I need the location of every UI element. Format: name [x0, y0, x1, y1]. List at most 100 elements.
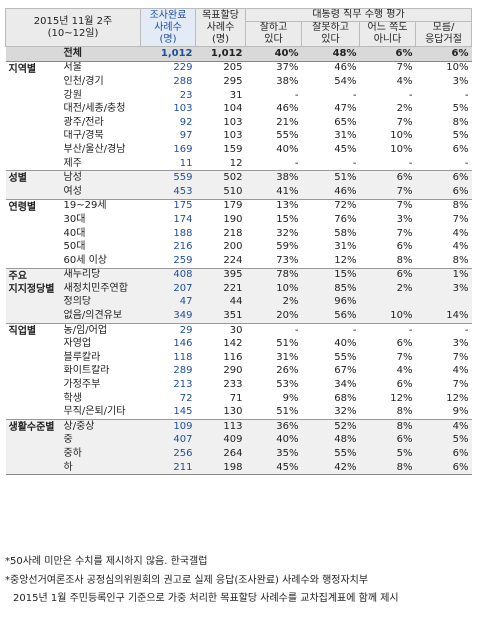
cell: 40%	[245, 46, 302, 62]
cell: 46%	[276, 103, 299, 115]
row-label: 50대	[63, 241, 86, 253]
cell: 218	[223, 227, 243, 239]
cell: 256	[140, 447, 196, 461]
data-row: 가정주부 213 233 53% 34% 6% 7%	[6, 378, 472, 392]
cell: 288	[173, 75, 193, 87]
data-row: 블루칼라 118 116 31% 55% 7% 7%	[6, 351, 472, 365]
text-line: 조사완료	[149, 9, 187, 21]
cell: 4%	[452, 365, 469, 377]
cell: 104	[223, 103, 243, 115]
cell: 7%	[359, 184, 416, 200]
text-line: (10~12일)	[47, 27, 99, 39]
text-line: 목표할당	[202, 9, 239, 21]
text-line: 응답거절	[425, 34, 462, 45]
cell: 1,012	[140, 46, 196, 62]
cell: -	[464, 157, 469, 169]
cell: 13%	[245, 198, 302, 214]
cell: 559	[140, 170, 196, 185]
cell: 213	[173, 379, 193, 391]
footnote: *중앙선거여론조사 공정심의위원회의 권고로 실제 응답(조사완료) 사례수와 …	[5, 574, 369, 586]
cell: 8%	[359, 419, 416, 434]
cell: 5%	[452, 130, 469, 142]
text-line: 어느 쪽도	[367, 22, 408, 34]
cell: 502	[195, 170, 246, 185]
text-line: 아니다	[373, 34, 402, 45]
text-line: 성별	[8, 173, 27, 185]
row-label: 새누리당	[60, 267, 141, 283]
crosstab: 2015년 11월 2주 (10~12일) 조사완료 사례수 (명) 목표할당 사례수 (명)…	[5, 8, 473, 475]
table-header: 2015년 11월 2주 (10~12일) 조사완료 사례수 (명) 목표할당 사례수 (명)…	[5, 8, 473, 47]
cell: 3%	[452, 75, 469, 87]
cell: 395	[195, 267, 246, 283]
cell: 290	[223, 365, 243, 377]
row-label: 대전/세종/충청	[63, 103, 126, 115]
data-row: 50대 216 200 59% 31% 6% 4%	[6, 240, 472, 254]
cell: 48%	[301, 46, 360, 62]
cell: 40%	[276, 143, 299, 155]
cell: 8%	[415, 198, 472, 214]
cell: 7%	[396, 116, 413, 128]
cell: 42%	[301, 460, 360, 475]
cell	[359, 295, 416, 310]
text-line: 연령별	[8, 201, 37, 213]
row-label: 19~29세	[60, 198, 141, 214]
data-row: 중하 256 264 35% 55% 5% 6%	[6, 447, 472, 461]
cell: 295	[223, 75, 243, 87]
cell: 45%	[245, 460, 302, 475]
cell: 31%	[276, 351, 299, 363]
cell: 54%	[334, 75, 357, 87]
cell: 10%	[390, 130, 413, 142]
cell: 207	[140, 282, 196, 296]
cell: 8%	[396, 406, 413, 418]
data-row: 부산/울산/경남 169 159 40% 45% 10% 6%	[6, 143, 472, 157]
cell: 14%	[415, 309, 472, 324]
data-row: 연령별 19~29세 175 179 13% 72% 7% 8%	[5, 198, 472, 268]
cell: 68%	[334, 392, 357, 404]
total-row: 전체 1,012 1,012 40% 48% 6% 6%	[5, 46, 472, 62]
cell: 7%	[452, 379, 469, 391]
cell: 174	[173, 213, 193, 225]
cell: 6%	[396, 338, 413, 350]
cell: 45%	[334, 143, 357, 155]
cell: 200	[223, 241, 243, 253]
cell: 53%	[276, 379, 299, 391]
cell: 7%	[452, 213, 469, 225]
cell: 2%	[396, 103, 413, 115]
data-row: 중 407 409 40% 48% 6% 5%	[6, 433, 472, 448]
row-label: 중	[60, 433, 141, 448]
text-line: 있다	[264, 34, 283, 45]
header-row: 잘하고 있다 잘못하고 있다 어느 쪽도 아니다 모름/응답거절	[6, 21, 473, 47]
cell: 8%	[452, 116, 469, 128]
cell: 6%	[359, 46, 416, 62]
cell: 31%	[334, 241, 357, 253]
cell: 36%	[245, 419, 302, 434]
data-row: 인천/경기 288 295 38% 54% 4% 3%	[6, 75, 472, 89]
cell: 23	[179, 89, 193, 101]
data-row: 생활수준별 상/중상 109 113 36% 52% 8% 4%	[5, 419, 472, 475]
cell: 5%	[415, 433, 472, 448]
cell: 55%	[301, 447, 360, 461]
footnote: 2015년 1월 주민등록인구 기준으로 가중 처리한 목표할당 사례수를 교차…	[13, 593, 399, 604]
cell: 46%	[301, 184, 360, 200]
cell: 6%	[415, 170, 472, 185]
cell: -	[415, 322, 472, 338]
cell: 96%	[301, 295, 360, 310]
data-row: 60세 이상 259 224 73% 12% 8% 8%	[6, 254, 472, 268]
cell: -	[408, 89, 413, 101]
eval-header: 대통령 직무 수행 평가	[244, 8, 473, 22]
data-row: 자영업 146 142 51% 40% 6% 3%	[6, 337, 472, 351]
cell: 40%	[245, 433, 302, 448]
group-label: 주요 지지정당별	[5, 267, 61, 324]
cell: 72	[179, 392, 193, 404]
row-label: 무직/은퇴/기타	[63, 406, 126, 418]
cell: 224	[223, 254, 243, 266]
cell: 51%	[276, 338, 299, 350]
row-label: 부산/울산/경남	[63, 143, 126, 155]
row-label: 서울	[60, 60, 141, 76]
cell: 12%	[334, 254, 357, 266]
cell: 3%	[452, 338, 469, 350]
cell: 198	[195, 460, 246, 475]
cell: 6%	[415, 460, 472, 475]
cell: 6%	[396, 241, 413, 253]
row-label: 상/중상	[60, 419, 141, 434]
